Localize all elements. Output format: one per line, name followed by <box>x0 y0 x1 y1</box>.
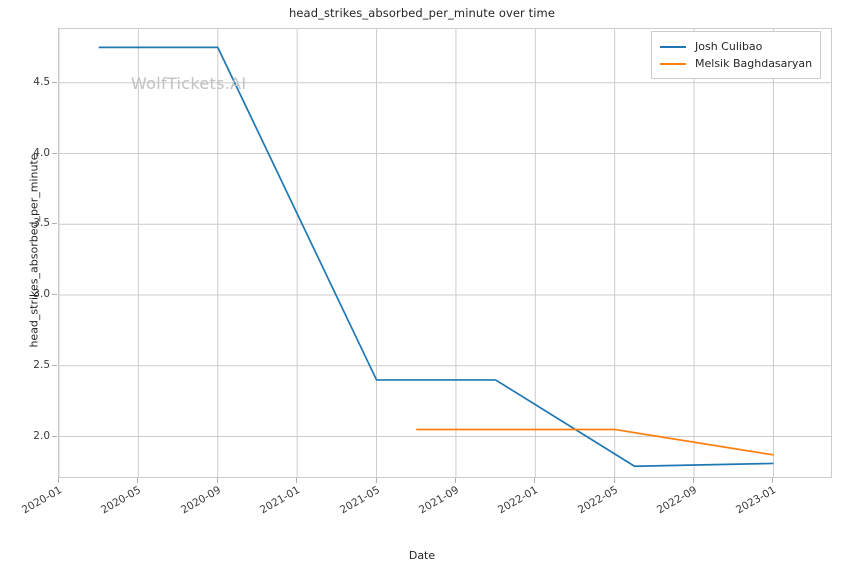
x-axis-tick-label: 2021-05 <box>337 484 382 517</box>
x-axis-tick-label: 2020-05 <box>99 484 144 517</box>
y-axis-tick-label: 2.0 <box>33 429 50 442</box>
legend-label: Melsik Baghdasaryan <box>695 57 813 70</box>
x-axis-tick-mark <box>534 478 536 483</box>
y-axis-label: head_strikes_absorbed_per_minute <box>27 153 41 348</box>
x-axis-label: Date <box>408 549 436 562</box>
x-axis-tick-mark <box>454 478 456 483</box>
y-axis-tick-mark <box>52 152 57 154</box>
series-line-0 <box>98 46 774 468</box>
y-axis-tick-mark <box>52 294 57 296</box>
x-axis-tick-label: 2022-09 <box>655 484 700 517</box>
y-axis-tick-mark <box>52 435 57 437</box>
y-axis-tick-mark <box>52 81 57 83</box>
plot-lines <box>59 29 831 477</box>
x-axis-tick-mark <box>216 478 218 483</box>
chart-legend: Josh Culibao Melsik Baghdasaryan <box>651 31 822 79</box>
x-axis-tick-mark <box>613 478 615 483</box>
x-axis-tick-mark <box>772 478 774 483</box>
x-axis-tick-label: 2020-09 <box>178 484 223 517</box>
y-axis-tick-label: 3.0 <box>33 288 50 301</box>
y-axis-tick-mark <box>52 223 57 225</box>
y-axis-tick-label: 4.0 <box>33 146 50 159</box>
legend-item[interactable]: Melsik Baghdasaryan <box>660 55 812 72</box>
x-axis-tick-mark <box>58 478 59 483</box>
x-axis-tick-mark <box>296 478 298 483</box>
x-axis-tick-label: 2020-01 <box>20 484 64 517</box>
chart-title: head_strikes_absorbed_per_minute over ti… <box>288 6 556 20</box>
series-line-1 <box>416 428 774 456</box>
legend-color-swatch <box>660 62 686 65</box>
x-axis-tick-mark <box>375 478 377 483</box>
x-axis-tick-label: 2023-01 <box>734 484 779 517</box>
x-axis-tick-mark <box>693 478 695 483</box>
legend-color-swatch <box>660 45 686 48</box>
x-axis-tick-label: 2022-01 <box>496 484 541 517</box>
x-axis-tick-mark <box>137 478 139 483</box>
plot-area: WolfTickets.AI <box>58 28 832 478</box>
y-axis-tick-label: 2.5 <box>33 358 50 371</box>
y-axis-tick-label: 4.5 <box>33 75 50 88</box>
legend-item[interactable]: Josh Culibao <box>660 38 812 55</box>
y-axis-tick-label: 3.5 <box>33 217 50 230</box>
legend-label: Josh Culibao <box>695 40 763 53</box>
x-axis-tick-label: 2021-09 <box>416 484 461 517</box>
x-axis-tick-label: 2022-05 <box>575 484 620 517</box>
y-axis-tick-layer: 2.0 2.5 3.0 3.5 4.0 4.5 <box>0 0 57 575</box>
y-axis-tick-mark <box>52 364 57 366</box>
x-axis-tick-label: 2021-01 <box>258 484 303 517</box>
